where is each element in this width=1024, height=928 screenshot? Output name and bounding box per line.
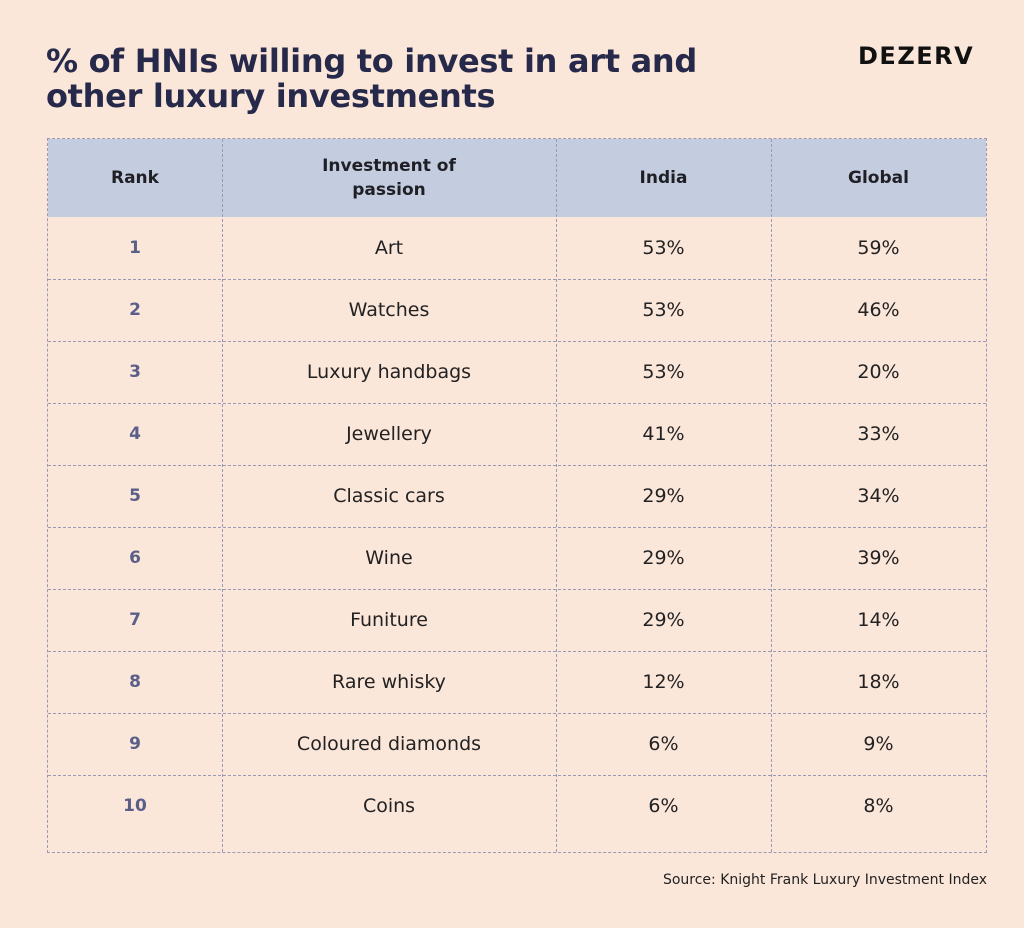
table-row: 6 Wine 29% 39% — [48, 527, 986, 589]
table-row: 5 Classic cars 29% 34% — [48, 465, 986, 527]
rank-cell: 10 — [123, 796, 147, 816]
rank-cell: 9 — [129, 734, 141, 754]
data-table: Rank Investment of passion India Global … — [47, 138, 987, 853]
table-row: 2 Watches 53% 46% — [48, 279, 986, 341]
row-divider — [48, 589, 986, 590]
header-investment-label: Investment of passion — [322, 156, 456, 200]
india-cell: 12% — [642, 671, 685, 693]
source-note: Source: Knight Frank Luxury Investment I… — [662, 872, 987, 888]
table-row: 4 Jewellery 41% 33% — [48, 403, 986, 465]
row-divider — [48, 341, 986, 342]
global-cell: 34% — [857, 485, 900, 507]
investment-cell: Coins — [362, 795, 416, 817]
investment-cell: Jewellery — [346, 423, 432, 445]
page-title: % of HNIs willing to invest in art and o… — [46, 42, 697, 115]
global-cell: 18% — [857, 671, 900, 693]
header-rank: Rank — [111, 168, 159, 188]
india-cell: 29% — [642, 547, 685, 569]
india-cell: 6% — [648, 733, 679, 755]
investment-cell: Coloured diamonds — [296, 733, 482, 755]
global-cell: 59% — [857, 237, 900, 259]
india-cell: 53% — [642, 361, 685, 383]
rank-cell: 2 — [129, 300, 141, 320]
global-cell: 14% — [857, 609, 900, 631]
rank-cell: 1 — [129, 238, 141, 258]
investment-cell: Art — [374, 237, 404, 259]
table-row: 3 Luxury handbags 53% 20% — [48, 341, 986, 403]
global-cell: 8% — [863, 795, 894, 817]
investment-cell: Wine — [365, 547, 413, 569]
table-row: 7 Funiture 29% 14% — [48, 589, 986, 651]
row-divider — [48, 775, 986, 776]
investment-cell: Watches — [348, 299, 430, 321]
table-row: 9 Coloured diamonds 6% 9% — [48, 713, 986, 775]
row-divider — [48, 651, 986, 652]
rank-cell: 6 — [129, 548, 141, 568]
investment-cell: Funiture — [350, 609, 428, 631]
rank-cell: 7 — [129, 610, 141, 630]
column-divider — [222, 139, 223, 852]
row-divider — [48, 713, 986, 714]
global-cell: 39% — [857, 547, 900, 569]
table-row: 8 Rare whisky 12% 18% — [48, 651, 986, 713]
rank-cell: 5 — [129, 486, 141, 506]
india-cell: 6% — [648, 795, 679, 817]
table-header: Rank Investment of passion India Global — [48, 139, 986, 217]
investment-cell: Rare whisky — [332, 671, 446, 693]
row-divider — [48, 279, 986, 280]
india-cell: 41% — [642, 423, 685, 445]
rank-cell: 8 — [129, 672, 141, 692]
row-divider — [48, 527, 986, 528]
global-cell: 46% — [857, 299, 900, 321]
header-india: India — [639, 168, 688, 188]
header-global: Global — [848, 168, 909, 188]
brand-logo: DEZERV — [858, 42, 975, 70]
global-cell: 20% — [857, 361, 900, 383]
india-cell: 29% — [642, 485, 685, 507]
header-investment: Investment of passion — [222, 139, 556, 217]
column-divider — [556, 139, 557, 852]
global-cell: 9% — [863, 733, 894, 755]
global-cell: 33% — [857, 423, 900, 445]
table-row: 1 Art 53% 59% — [48, 217, 986, 279]
row-divider — [48, 403, 986, 404]
investment-cell: Classic cars — [333, 485, 445, 507]
india-cell: 29% — [642, 609, 685, 631]
india-cell: 53% — [642, 299, 685, 321]
rank-cell: 4 — [129, 424, 141, 444]
india-cell: 53% — [642, 237, 685, 259]
rank-cell: 3 — [129, 362, 141, 382]
table-row: 10 Coins 6% 8% — [48, 775, 986, 837]
row-divider — [48, 465, 986, 466]
investment-cell: Luxury handbags — [306, 361, 472, 383]
column-divider — [771, 139, 772, 852]
